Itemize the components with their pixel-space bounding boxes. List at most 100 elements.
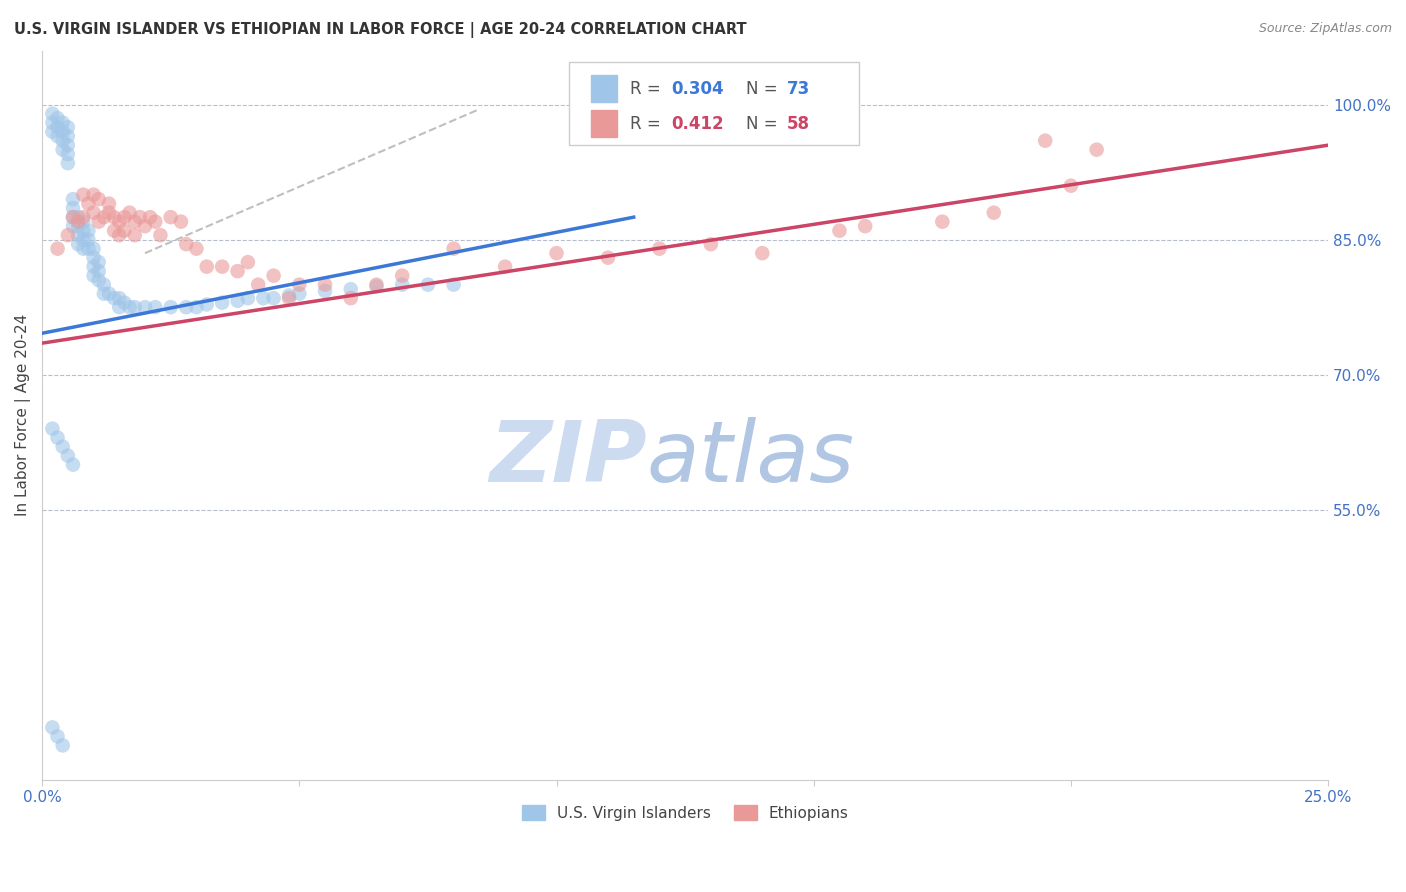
Point	[87, 255, 110, 269]
Point	[67, 219, 90, 234]
Point	[288, 277, 311, 292]
Point	[124, 215, 146, 229]
Point	[170, 215, 193, 229]
Point	[174, 237, 197, 252]
Point	[278, 291, 301, 305]
Point	[83, 251, 105, 265]
Point	[252, 291, 274, 305]
Legend: U.S. Virgin Islanders, Ethiopians: U.S. Virgin Islanders, Ethiopians	[516, 798, 855, 827]
Point	[56, 129, 79, 144]
Point	[391, 277, 413, 292]
Point	[46, 111, 69, 125]
Point	[56, 156, 79, 170]
Text: 73: 73	[787, 79, 810, 97]
Point	[56, 138, 79, 153]
Point	[87, 273, 110, 287]
Point	[83, 205, 105, 219]
Point	[41, 422, 63, 436]
Point	[46, 120, 69, 135]
Point	[62, 192, 84, 206]
Text: atlas: atlas	[647, 417, 855, 500]
Point	[134, 300, 156, 314]
Text: R =: R =	[630, 79, 666, 97]
Y-axis label: In Labor Force | Age 20-24: In Labor Force | Age 20-24	[15, 314, 31, 516]
Point	[236, 255, 259, 269]
Point	[751, 246, 773, 260]
Point	[195, 297, 218, 311]
Point	[143, 215, 166, 229]
Bar	[592, 110, 617, 137]
Point	[314, 284, 336, 298]
Point	[83, 242, 105, 256]
Point	[93, 210, 115, 224]
Point	[72, 242, 94, 256]
Point	[72, 210, 94, 224]
Point	[149, 228, 172, 243]
Point	[416, 277, 439, 292]
Point	[52, 134, 75, 148]
Point	[77, 233, 100, 247]
FancyBboxPatch shape	[569, 62, 859, 145]
Point	[339, 291, 361, 305]
Point	[546, 246, 568, 260]
Point	[143, 300, 166, 314]
Point	[67, 228, 90, 243]
Point	[77, 224, 100, 238]
Point	[108, 228, 131, 243]
Point	[124, 228, 146, 243]
Point	[93, 286, 115, 301]
Point	[443, 242, 465, 256]
Point	[112, 295, 135, 310]
Point	[72, 233, 94, 247]
Point	[41, 116, 63, 130]
Point	[391, 268, 413, 283]
Point	[139, 210, 162, 224]
Point	[98, 205, 121, 219]
Point	[103, 210, 125, 224]
Point	[62, 210, 84, 224]
Point	[62, 458, 84, 472]
Point	[67, 215, 90, 229]
Text: N =: N =	[745, 114, 783, 133]
Text: U.S. VIRGIN ISLANDER VS ETHIOPIAN IN LABOR FORCE | AGE 20-24 CORRELATION CHART: U.S. VIRGIN ISLANDER VS ETHIOPIAN IN LAB…	[14, 22, 747, 38]
Point	[72, 215, 94, 229]
Point	[41, 125, 63, 139]
Point	[52, 440, 75, 454]
Point	[103, 291, 125, 305]
Text: ZIP: ZIP	[489, 417, 647, 500]
Point	[648, 242, 671, 256]
Point	[596, 251, 619, 265]
Point	[83, 187, 105, 202]
Point	[278, 288, 301, 302]
Point	[56, 120, 79, 135]
Point	[159, 210, 181, 224]
Point	[226, 264, 249, 278]
Point	[46, 431, 69, 445]
Point	[87, 192, 110, 206]
Point	[195, 260, 218, 274]
Point	[52, 739, 75, 753]
Text: R =: R =	[630, 114, 666, 133]
Point	[211, 295, 233, 310]
Point	[314, 277, 336, 292]
Point	[134, 219, 156, 234]
Point	[112, 224, 135, 238]
Point	[46, 129, 69, 144]
Point	[93, 277, 115, 292]
Point	[263, 268, 285, 283]
Point	[98, 286, 121, 301]
Point	[52, 143, 75, 157]
Point	[226, 293, 249, 308]
Point	[77, 242, 100, 256]
Point	[62, 201, 84, 215]
Point	[186, 300, 208, 314]
Point	[103, 224, 125, 238]
Point	[62, 219, 84, 234]
Point	[41, 720, 63, 734]
Point	[211, 260, 233, 274]
Point	[77, 196, 100, 211]
Point	[1060, 178, 1083, 193]
Point	[56, 147, 79, 161]
Point	[159, 300, 181, 314]
Point	[46, 730, 69, 744]
